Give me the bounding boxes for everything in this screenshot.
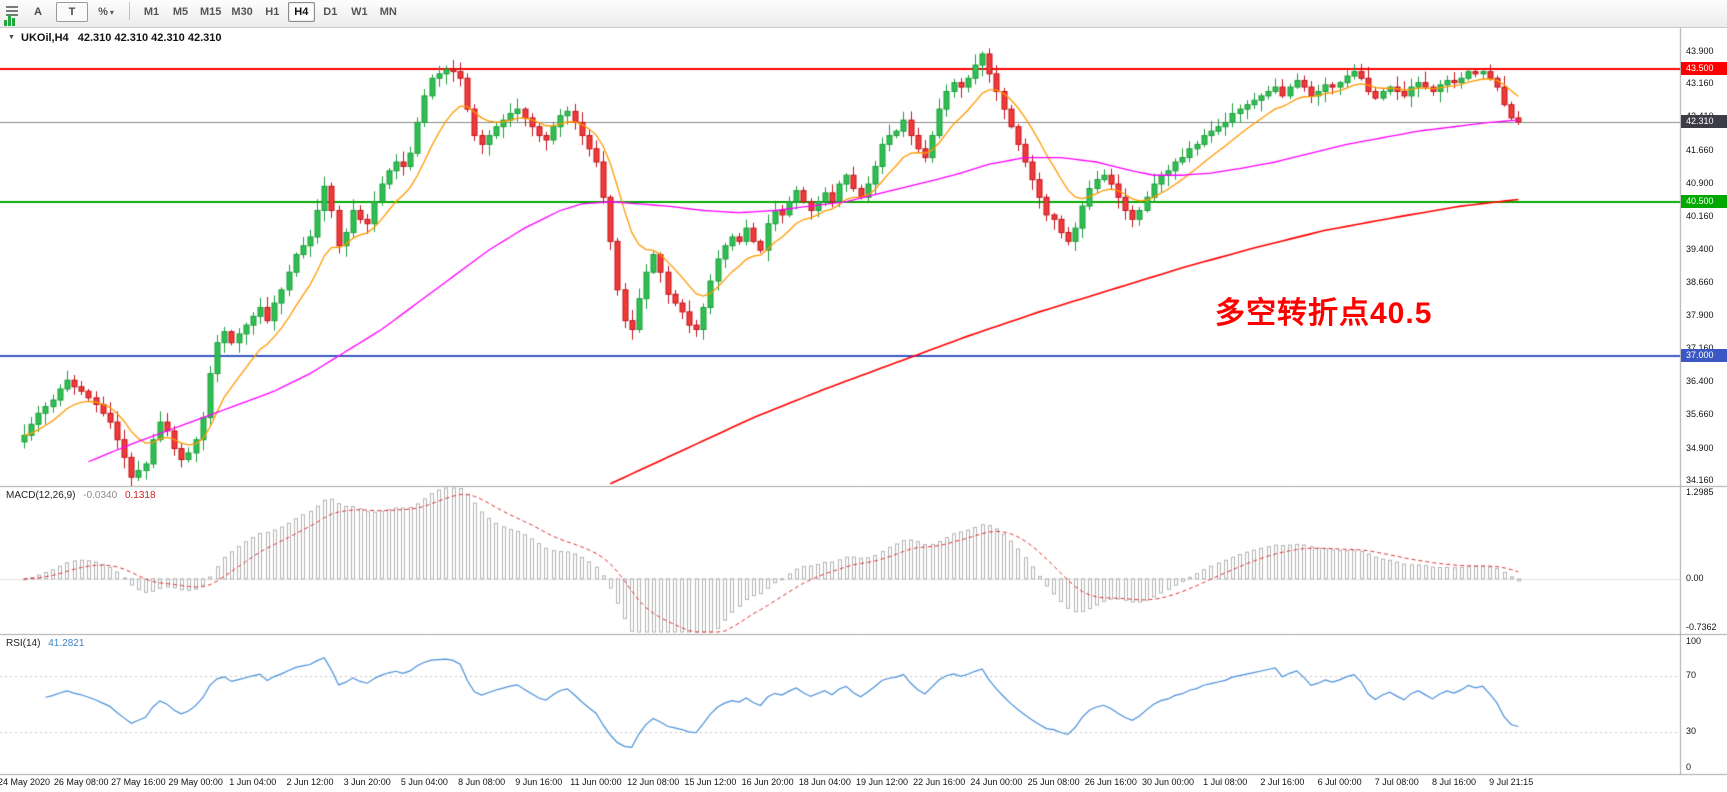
date-label: 2 Jun 12:00 — [286, 777, 334, 787]
date-label: 16 Jun 20:00 — [741, 777, 794, 787]
date-label: 30 Jun 00:00 — [1141, 777, 1195, 787]
macd-axis-label: -0.7362 — [1686, 622, 1717, 632]
date-label: 8 Jun 08:00 — [458, 777, 506, 787]
date-label: 9 Jul 21:15 — [1489, 777, 1534, 787]
price-axis-label: 34.900 — [1686, 442, 1714, 453]
price-axis-label: 43.160 — [1686, 78, 1714, 89]
date-label: 24 May 2020 — [0, 777, 51, 787]
textbox-button[interactable]: T — [56, 2, 88, 22]
price-axis-label: 41.660 — [1686, 144, 1714, 155]
chart-window-icon[interactable] — [4, 14, 16, 26]
price-badge-37.000: 37.000 — [1681, 348, 1727, 362]
price-axis-label: 40.900 — [1686, 178, 1714, 189]
price-axis-label: 35.660 — [1686, 409, 1714, 420]
timeframe-button-m1[interactable]: M1 — [143, 6, 160, 18]
timeframe-button-h4[interactable]: H4 — [287, 2, 315, 22]
rsi-axis-label: 0 — [1686, 762, 1692, 772]
macd-axis-label: 1.2985 — [1686, 487, 1714, 497]
toolbar-separator — [129, 2, 130, 20]
price-axis-label: 40.160 — [1686, 210, 1714, 221]
chart-annotation: 多空转折点40.5 — [1215, 297, 1433, 330]
price-axis-label: 43.900 — [1686, 45, 1714, 56]
timeframe-button-m15[interactable]: M15 — [200, 6, 222, 18]
price-badge-42.310: 42.310 — [1681, 114, 1727, 128]
price-badge-40.500: 40.500 — [1681, 194, 1727, 208]
ohlc-values: 42.310 42.310 42.310 42.310 — [77, 32, 222, 44]
date-label: 26 Jun 16:00 — [1084, 777, 1137, 787]
date-label: 25 Jun 08:00 — [1027, 777, 1080, 787]
price-axis-label: 39.400 — [1686, 244, 1714, 255]
date-label: 18 Jun 04:00 — [798, 777, 851, 787]
price-axis-label: 36.400 — [1686, 376, 1714, 387]
date-label: 1 Jun 04:00 — [229, 777, 277, 787]
date-label: 8 Jul 16:00 — [1431, 777, 1477, 787]
price-axis-label: 37.160 — [1686, 342, 1714, 353]
price-axis-label: 34.160 — [1686, 475, 1714, 486]
rsi-axis-label: 70 — [1686, 670, 1697, 680]
timeframe-button-d1[interactable]: D1 — [323, 6, 338, 18]
percent-icon: % — [98, 6, 108, 18]
timeframe-button-w1[interactable]: W1 — [351, 6, 368, 18]
symbol-period: UKOil,H4 — [21, 32, 69, 44]
rsi-name: RSI(14) — [6, 638, 41, 649]
rsi-value: 41.2821 — [48, 638, 85, 649]
date-label: 24 Jun 00:00 — [970, 777, 1023, 787]
timeframe-button-mn[interactable]: MN — [379, 6, 397, 18]
macd-label: MACD(12,26,9) -0.0340 0.1318 — [6, 490, 156, 501]
date-label: 27 May 16:00 — [111, 777, 166, 787]
timeframe-button-h1[interactable]: H1 — [265, 6, 280, 18]
date-label: 29 May 00:00 — [168, 777, 223, 787]
macd-axis-label: 0.00 — [1686, 572, 1704, 583]
date-label: 1 Jul 08:00 — [1203, 777, 1248, 787]
date-label: 26 May 08:00 — [53, 777, 109, 787]
rsi-axis-label: 100 — [1686, 636, 1702, 646]
rsi-label: RSI(14) 41.2821 — [6, 638, 84, 649]
date-label: 2 Jul 16:00 — [1260, 777, 1305, 787]
objects-list-icon[interactable] — [4, 2, 20, 20]
macd-signal-value: 0.1318 — [124, 490, 156, 501]
chart-title: ▼ UKOil,H4 42.310 42.310 42.310 42.310 — [8, 32, 222, 44]
date-label: 12 Jun 08:00 — [627, 777, 680, 787]
timeframe-buttons: M1 M5 M15 M30 H1 H4 D1 W1 MN — [137, 2, 403, 22]
date-label: 11 Jun 00:00 — [570, 777, 622, 787]
date-label: 9 Jun 16:00 — [515, 777, 563, 787]
triangle-icon: ▼ — [8, 34, 15, 41]
price-axis-label: 38.660 — [1686, 276, 1714, 287]
price-axis-label: 37.900 — [1686, 310, 1714, 321]
toolbar: A T % ▾ M1 M5 M15 M30 H1 H4 D1 W1 MN — [0, 0, 1727, 28]
percent-tool-dropdown[interactable]: % ▾ — [90, 2, 122, 22]
date-label: 7 Jul 08:00 — [1374, 777, 1419, 787]
chevron-down-icon: ▾ — [109, 7, 114, 17]
date-label: 19 Jun 12:00 — [855, 777, 909, 787]
text-label-button[interactable]: A — [34, 6, 42, 18]
rsi-axis-label: 30 — [1686, 726, 1697, 736]
price-badge-43.500: 43.500 — [1681, 62, 1727, 76]
date-label: 15 Jun 12:00 — [684, 777, 737, 787]
macd-name: MACD(12,26,9) — [6, 490, 76, 501]
timeframe-button-m30[interactable]: M30 — [231, 6, 253, 18]
date-label: 22 Jun 16:00 — [913, 777, 966, 787]
timeframe-button-m5[interactable]: M5 — [172, 6, 189, 18]
macd-main-value: -0.0340 — [83, 490, 118, 501]
date-label: 5 Jun 04:00 — [400, 777, 448, 787]
date-label: 3 Jun 20:00 — [343, 777, 391, 787]
date-label: 6 Jul 00:00 — [1317, 777, 1362, 787]
